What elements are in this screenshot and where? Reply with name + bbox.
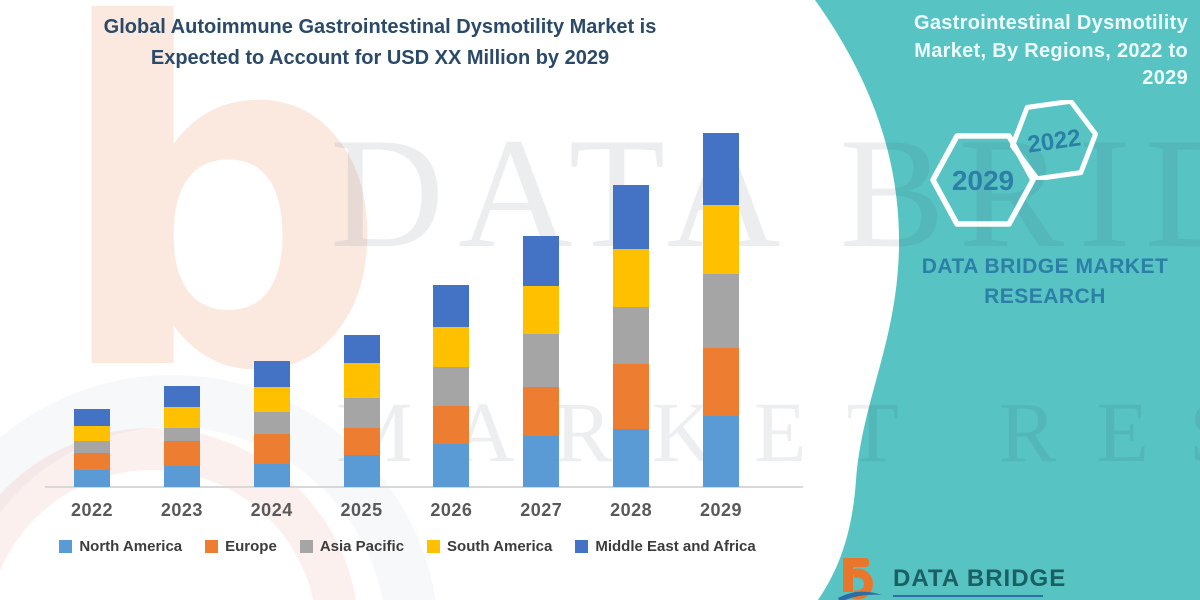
x-axis-line	[45, 486, 803, 488]
bar-segment-2028-south-america	[613, 249, 650, 307]
legend-swatch-icon	[427, 540, 441, 553]
bar-segment-2029-asia-pacific	[703, 274, 739, 348]
bar-segment-2022-europe	[74, 453, 110, 470]
bar-2022	[74, 409, 110, 487]
bar-segment-2029-europe	[703, 348, 739, 416]
x-axis-label-2022: 2022	[70, 500, 114, 520]
x-axis-label-2029: 2029	[699, 500, 743, 520]
bar-segment-2022-asia-pacific	[74, 441, 110, 453]
legend-label: North America	[79, 538, 183, 555]
watermark-market-research-text: MARKET RESEARCH	[336, 384, 1200, 480]
bar-segment-2024-europe	[253, 434, 290, 464]
side-panel-brand-text: DATA BRIDGE MARKET RESEARCH	[921, 255, 1169, 309]
legend-item-middle-east-and-africa: Middle East and Africa	[575, 538, 756, 555]
hexagon-2029-label: 2029	[952, 165, 1014, 196]
legend-label: South America	[447, 538, 553, 555]
x-axis-label-2023: 2023	[160, 500, 203, 520]
chart-title-line2: Expected to Account for USD XX Million b…	[150, 47, 610, 69]
bar-segment-2022-middle-east-and-africa	[74, 409, 110, 426]
bar-segment-2024-north-america	[253, 464, 290, 487]
data-bridge-logo-icon	[838, 558, 882, 600]
bar-segment-2024-south-america	[253, 387, 290, 412]
bar-segment-2023-middle-east-and-africa	[163, 386, 200, 407]
watermark-data-bridge-text: DATA BRIDGE	[330, 106, 1200, 281]
bar-segment-2025-middle-east-and-africa	[343, 335, 380, 363]
bar-2024	[253, 361, 290, 487]
bar-segment-2023-north-america	[163, 466, 200, 487]
x-axis-label-2028: 2028	[610, 500, 653, 520]
footer-logo-subtext: MARKET RESEARCH	[893, 598, 1055, 600]
bar-segment-2024-asia-pacific	[253, 412, 290, 434]
chart-legend: North America Europe Asia Pacific South Ame…	[5, 538, 810, 555]
bar-segment-2029-south-america	[703, 205, 739, 274]
legend-label: Europe	[225, 538, 277, 555]
footer-logo-underline	[893, 595, 1043, 597]
bar-segment-2023-asia-pacific	[163, 428, 200, 441]
side-panel-heading: Gastrointestinal Dysmotility Market, By …	[913, 12, 1188, 90]
bar-segment-2022-south-america	[74, 426, 110, 441]
bar-segment-2022-north-america	[74, 470, 110, 487]
x-axis-label-2026: 2026	[430, 500, 473, 520]
bar-segment-2024-middle-east-and-africa	[253, 361, 290, 387]
bar-2029	[703, 133, 739, 487]
x-axis-label-2025: 2025	[340, 500, 383, 520]
bar-segment-2028-middle-east-and-africa	[613, 185, 650, 249]
bar-segment-2025-south-america	[343, 363, 380, 398]
legend-swatch-icon	[299, 540, 313, 553]
bar-2023	[163, 386, 200, 487]
bar-segment-2027-north-america	[523, 436, 560, 487]
legend-swatch-icon	[59, 540, 73, 553]
bar-segment-2025-europe	[343, 428, 380, 455]
bar-segment-2028-north-america	[613, 429, 650, 487]
legend-item-asia-pacific: Asia Pacific	[299, 538, 405, 555]
hexagon-2029: 2029	[930, 133, 1036, 227]
legend-item-north-america: North America	[59, 538, 182, 555]
bar-segment-2026-north-america	[433, 444, 470, 487]
bar-2025	[343, 335, 380, 487]
bar-segment-2029-middle-east-and-africa	[703, 133, 739, 205]
legend-item-europe: Europe	[205, 538, 277, 555]
x-axis-label-2024: 2024	[250, 500, 293, 520]
chart-title: Global Autoimmune Gastrointestinal Dysmo…	[55, 12, 705, 74]
bar-2026	[433, 285, 470, 487]
bar-2027	[523, 236, 560, 487]
bar-segment-2029-north-america	[703, 416, 739, 487]
bar-segment-2028-europe	[613, 364, 650, 429]
bar-segment-2023-europe	[163, 441, 200, 466]
x-axis-label-2027: 2027	[520, 500, 563, 520]
legend-swatch-icon	[575, 540, 589, 553]
bar-segment-2027-asia-pacific	[523, 334, 560, 387]
bar-segment-2026-asia-pacific	[433, 367, 470, 406]
bar-segment-2026-middle-east-and-africa	[433, 285, 470, 327]
bar-segment-2028-asia-pacific	[613, 307, 650, 364]
bar-segment-2027-middle-east-and-africa	[523, 236, 560, 286]
hexagon-2022-label: 2022	[1026, 124, 1083, 158]
bar-segment-2026-south-america	[433, 327, 470, 367]
legend-label: Asia Pacific	[319, 538, 405, 555]
bar-2028	[613, 185, 650, 487]
bar-segment-2026-europe	[433, 406, 470, 444]
legend-swatch-icon	[205, 540, 219, 553]
legend-item-south-america: South America	[427, 538, 552, 555]
bar-segment-2027-south-america	[523, 286, 560, 334]
footer-logo-text: DATA BRIDGE	[893, 565, 1067, 592]
bar-segment-2023-south-america	[163, 407, 200, 428]
bar-segment-2025-asia-pacific	[343, 398, 380, 428]
hexagon-2022: 2022	[1009, 100, 1099, 180]
bar-segment-2025-north-america	[343, 455, 380, 487]
chart-title-line1: Global Autoimmune Gastrointestinal Dysmo…	[103, 16, 657, 38]
watermark-b-logo: b	[52, 0, 389, 474]
bar-segment-2027-europe	[523, 387, 560, 436]
legend-label: Middle East and Africa	[595, 538, 756, 555]
